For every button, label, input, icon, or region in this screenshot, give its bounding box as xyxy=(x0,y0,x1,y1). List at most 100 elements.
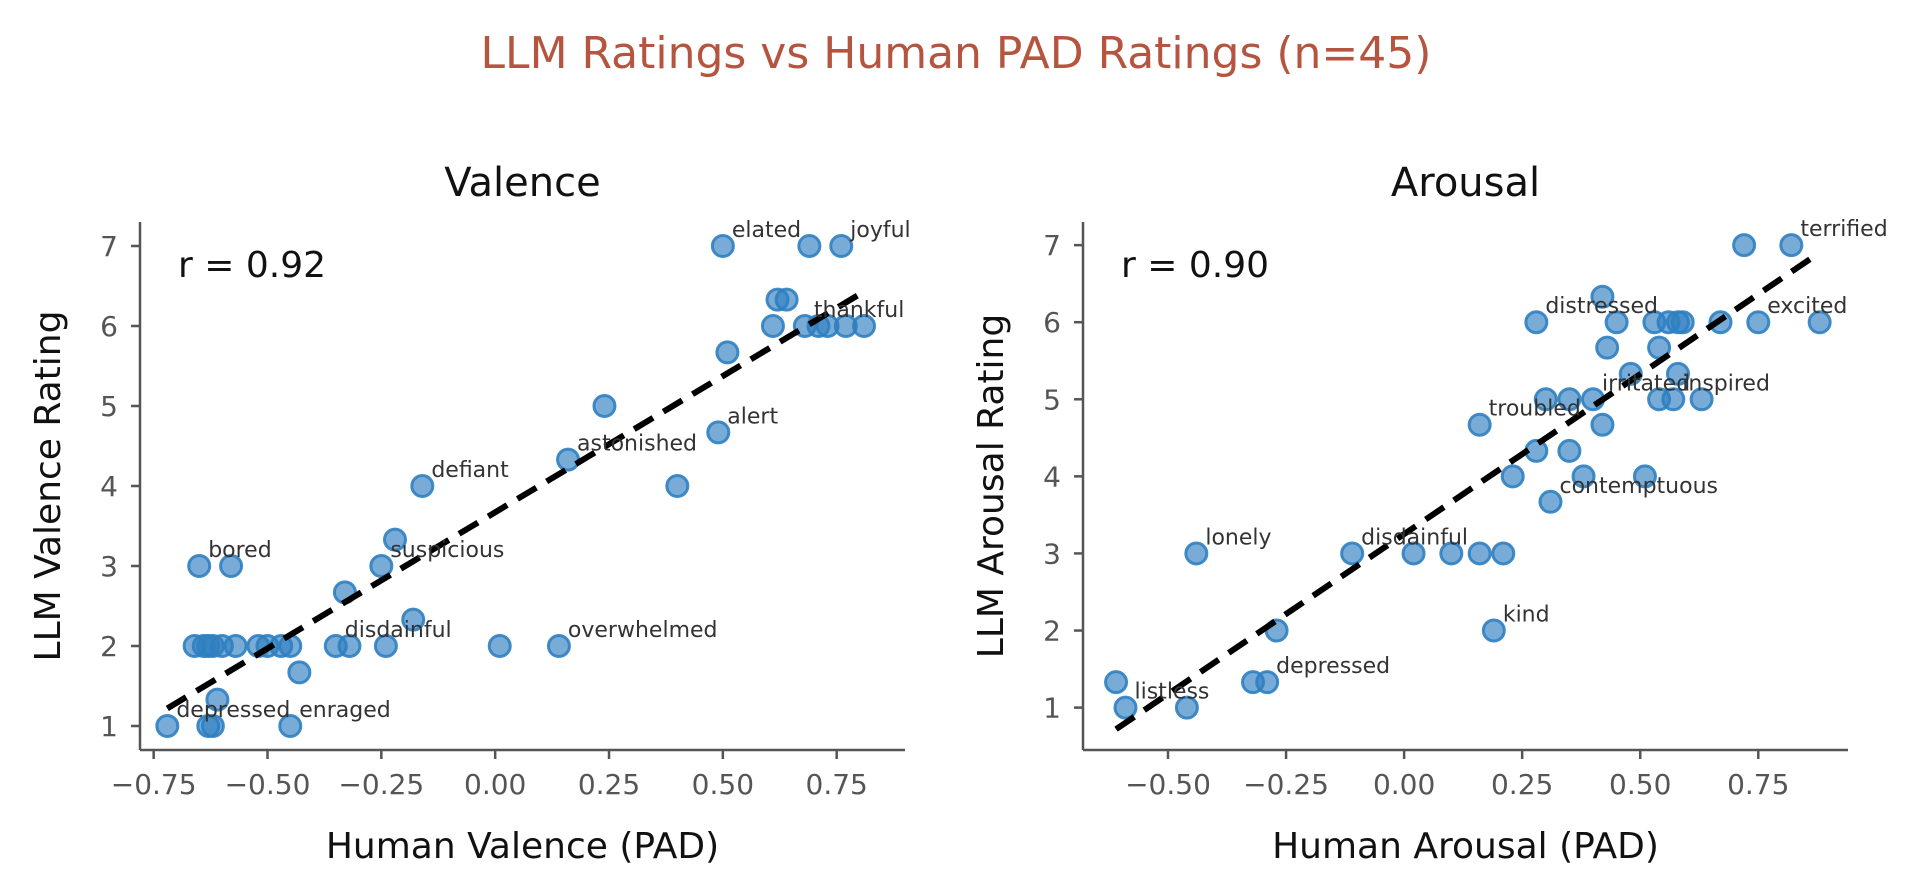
point-annotation: disdainful xyxy=(1361,525,1468,550)
y-tick-label: 6 xyxy=(100,310,118,343)
data-point xyxy=(1533,387,1558,412)
point-annotation: terrified xyxy=(1800,217,1887,242)
x-axis-label: Human Valence (PAD) xyxy=(326,826,719,867)
data-point xyxy=(1557,438,1582,463)
panel-arousal: Arousal −0.50 −0.25 0.00 0.25 0.50 0.75 1 2 3 4 5 6 7… xyxy=(971,160,1888,867)
correlation-label: r = 0.90 xyxy=(1121,245,1269,286)
data-point xyxy=(592,394,617,418)
data-point xyxy=(715,340,740,365)
data-point xyxy=(155,714,180,738)
panels: Valence −0.75 −0.50 −0.25 0.00 0.25 0.50 0.75 1 2… xyxy=(28,160,1888,867)
x-tick-label: 0.25 xyxy=(1491,768,1553,801)
data-point xyxy=(401,607,426,632)
point-annotation: bored xyxy=(208,538,271,563)
point-annotation: alert xyxy=(727,404,778,429)
correlation-label: r = 0.92 xyxy=(178,245,326,286)
y-tick-label: 3 xyxy=(100,550,118,583)
y-tick-label: 4 xyxy=(100,470,118,503)
point-annotation: distressed xyxy=(1545,294,1658,319)
data-point xyxy=(1670,310,1695,335)
data-point xyxy=(1666,361,1690,386)
data-point xyxy=(1604,310,1629,335)
data-point xyxy=(797,234,822,258)
y-tick-label: 3 xyxy=(1043,537,1061,570)
data-point xyxy=(1467,412,1492,437)
data-point xyxy=(337,634,362,658)
data-point xyxy=(200,714,225,738)
data-point xyxy=(187,554,212,578)
data-point xyxy=(1595,335,1620,360)
data-point xyxy=(1524,310,1549,335)
data-point xyxy=(1467,541,1492,566)
data-point xyxy=(665,474,690,498)
point-annotation: thankful xyxy=(814,298,905,323)
data-point xyxy=(1113,695,1138,720)
y-tick-label: 5 xyxy=(1043,383,1061,416)
y-tick-label: 7 xyxy=(1043,229,1061,262)
data-point xyxy=(1491,541,1516,566)
point-annotation: listless xyxy=(1135,680,1210,705)
data-point xyxy=(1746,310,1771,335)
y-tick-label: 1 xyxy=(100,710,118,743)
point-annotation: excited xyxy=(1767,294,1847,319)
x-tick-label: −0.25 xyxy=(338,768,424,801)
data-point xyxy=(710,234,735,258)
data-point xyxy=(1500,464,1525,489)
data-point xyxy=(1401,541,1426,566)
data-point xyxy=(1590,412,1615,437)
data-point xyxy=(1174,695,1199,720)
y-axis-label: LLM Valence Rating xyxy=(28,311,69,662)
data-point xyxy=(219,554,244,578)
data-point xyxy=(1557,387,1582,412)
data-point xyxy=(1184,541,1209,566)
data-point xyxy=(369,554,394,578)
x-tick-label: −0.50 xyxy=(1125,768,1211,801)
data-point xyxy=(223,634,248,658)
data-point xyxy=(1590,284,1615,309)
point-annotation: depressed xyxy=(176,698,290,723)
point-annotation: joyful xyxy=(849,218,910,243)
point-annotation: inspired xyxy=(1682,371,1770,396)
data-point xyxy=(706,420,731,445)
x-tick-label: 0.75 xyxy=(1727,768,1789,801)
x-tick-label: 0.25 xyxy=(578,768,640,801)
regression-line xyxy=(165,289,866,711)
point-annotation: contemptuous xyxy=(1560,474,1719,499)
data-point xyxy=(205,687,230,712)
point-annotation: overwhelmed xyxy=(568,618,718,643)
data-point xyxy=(1571,464,1596,489)
x-tick-label: −0.25 xyxy=(1243,768,1329,801)
data-point xyxy=(1661,387,1686,412)
y-tick-label: 2 xyxy=(100,630,118,663)
data-point xyxy=(1255,670,1280,695)
x-tick-label: 0.50 xyxy=(692,768,754,801)
data-point xyxy=(1538,489,1563,514)
y-tick-label: 6 xyxy=(1043,306,1061,339)
data-point xyxy=(287,660,312,685)
x-tick-label: −0.50 xyxy=(225,768,311,801)
data-point xyxy=(1340,541,1365,566)
x-tick-label: −0.75 xyxy=(111,768,197,801)
data-point xyxy=(546,634,571,658)
data-point xyxy=(373,634,398,658)
y-tick-label: 1 xyxy=(1043,692,1061,725)
point-annotation: suspicious xyxy=(390,538,504,563)
data-point xyxy=(1689,387,1714,412)
x-axis-label: Human Arousal (PAD) xyxy=(1272,826,1659,867)
point-annotation: enraged xyxy=(299,698,390,723)
y-axis-label: LLM Arousal Rating xyxy=(971,314,1012,658)
point-annotation: lonely xyxy=(1205,525,1271,550)
data-point xyxy=(278,714,303,738)
data-point xyxy=(1779,233,1804,258)
x-tick-label: 0.50 xyxy=(1609,768,1671,801)
data-point xyxy=(774,287,799,312)
panel-valence: Valence −0.75 −0.50 −0.25 0.00 0.25 0.50 0.75 1 2… xyxy=(28,160,911,867)
x-tick-label: 0.75 xyxy=(806,768,868,801)
y-tick-label: 4 xyxy=(1043,460,1061,493)
data-point xyxy=(383,527,407,552)
x-tick-label: 0.00 xyxy=(1373,768,1435,801)
point-annotation: depressed xyxy=(1276,654,1390,679)
point-annotation: kind xyxy=(1503,603,1550,628)
data-point xyxy=(1732,233,1757,258)
